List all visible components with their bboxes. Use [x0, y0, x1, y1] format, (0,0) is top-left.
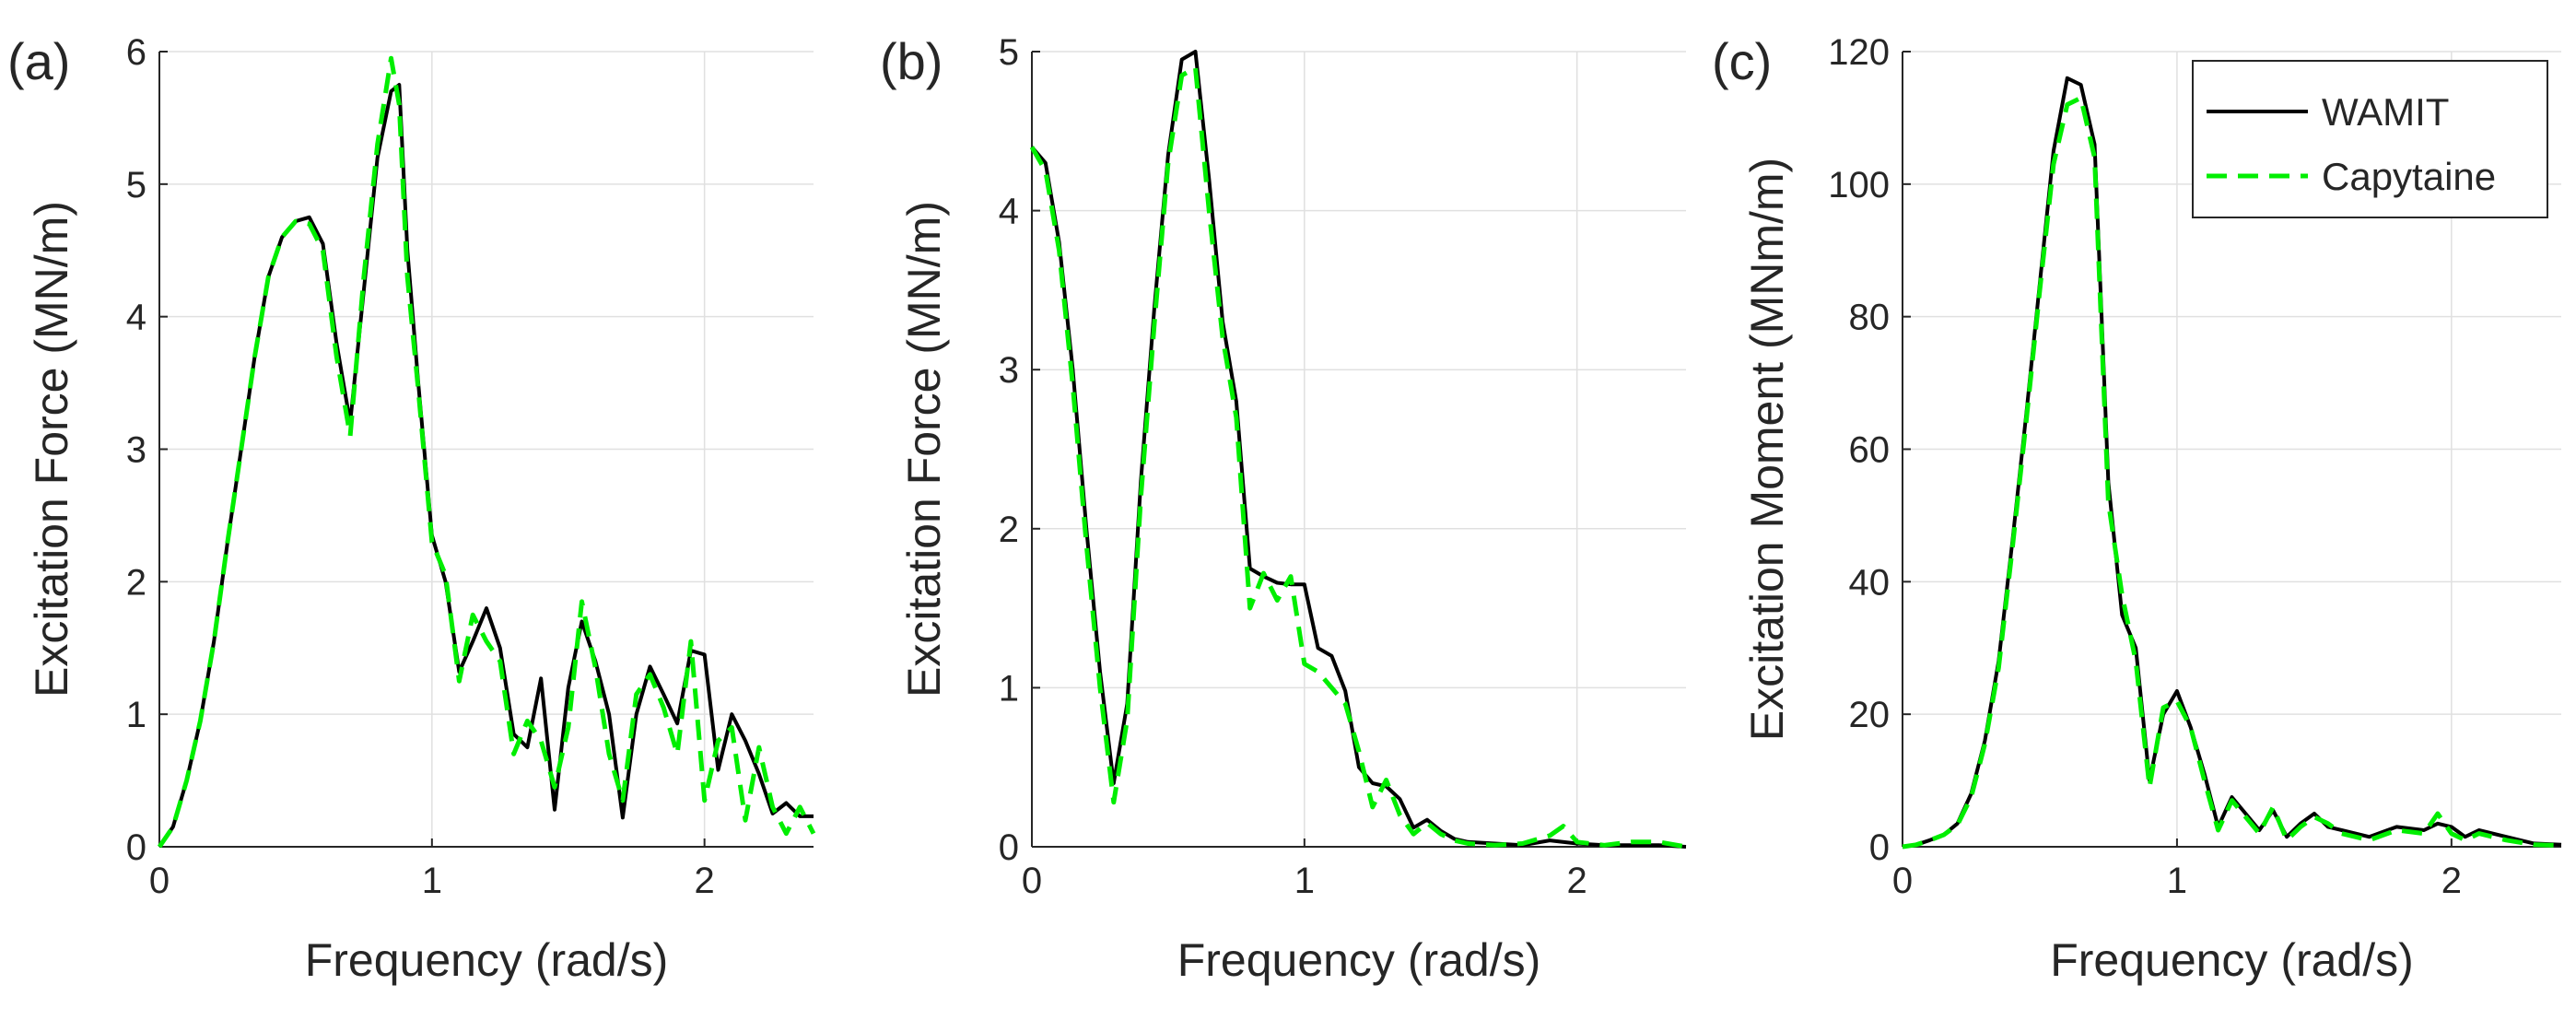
y-tick-label: 5 [126, 165, 146, 205]
series-line-capytaine [157, 55, 816, 849]
y-tick-label: 2 [999, 510, 1019, 550]
panel-label: (c) [1712, 32, 1772, 90]
y-axis-label: Excitation Force (MN/m) [26, 201, 77, 698]
x-tick-label: 1 [2167, 861, 2187, 901]
y-tick-label: 40 [1849, 562, 1891, 603]
y-tick-label: 3 [126, 430, 146, 471]
x-axis-label: Frequency (rad/s) [2050, 934, 2414, 986]
y-tick-label: 0 [1869, 827, 1890, 868]
x-tick-label: 2 [1567, 861, 1587, 901]
y-tick-label: 5 [999, 32, 1019, 73]
legend-label-wamit: WAMIT [2322, 90, 2449, 134]
legend: WAMIT Capytaine [2192, 60, 2548, 218]
y-tick-label: 3 [999, 350, 1019, 391]
series-line-capytaine [1902, 95, 2562, 850]
x-tick-label: 2 [695, 861, 715, 901]
y-tick-label: 0 [126, 827, 146, 868]
x-axis-label: Frequency (rad/s) [305, 934, 669, 986]
y-tick-label: 6 [126, 32, 146, 73]
x-tick-label: 0 [1022, 861, 1042, 901]
y-tick-label: 4 [999, 192, 1019, 232]
series-line-wamit [158, 83, 814, 849]
y-tick-label: 2 [126, 562, 146, 603]
y-axis-label: Excitation Moment (MNm/m) [1741, 158, 1793, 741]
x-axis-label: Frequency (rad/s) [1177, 934, 1541, 986]
x-tick-label: 2 [2441, 861, 2462, 901]
x-tick-label: 0 [149, 861, 170, 901]
grid [1032, 51, 1686, 847]
y-tick-label: 100 [1828, 165, 1890, 205]
panel-label: (b) [880, 32, 943, 90]
y-tick-label: 0 [999, 827, 1019, 868]
panel-1: 0 1 2 0 1 2 3 4 5 6 Frequency (rad/s) Excitation Fo… [7, 32, 816, 986]
series-line-wamit [1030, 50, 1687, 849]
y-axis-label: Excitation Force (MN/m) [898, 201, 950, 698]
legend-box [2192, 60, 2548, 218]
y-tick-label: 60 [1849, 430, 1891, 471]
grid [159, 51, 814, 847]
y-tick-label: 80 [1849, 298, 1891, 338]
y-tick-label: 120 [1828, 32, 1890, 73]
y-tick-label: 20 [1849, 695, 1891, 735]
panel-label: (a) [7, 32, 70, 90]
y-tick-label: 1 [126, 695, 146, 735]
y-tick-label: 1 [999, 668, 1019, 709]
x-tick-label: 1 [1294, 861, 1315, 901]
panel-2: 0 1 2 0 1 2 3 4 5 Frequency (rad/s) Excitation For… [880, 32, 1687, 986]
x-tick-label: 0 [1892, 861, 1913, 901]
series-line-capytaine [1029, 64, 1687, 850]
y-tick-label: 4 [126, 298, 146, 338]
x-tick-label: 1 [422, 861, 442, 901]
legend-label-capytaine: Capytaine [2322, 155, 2496, 198]
